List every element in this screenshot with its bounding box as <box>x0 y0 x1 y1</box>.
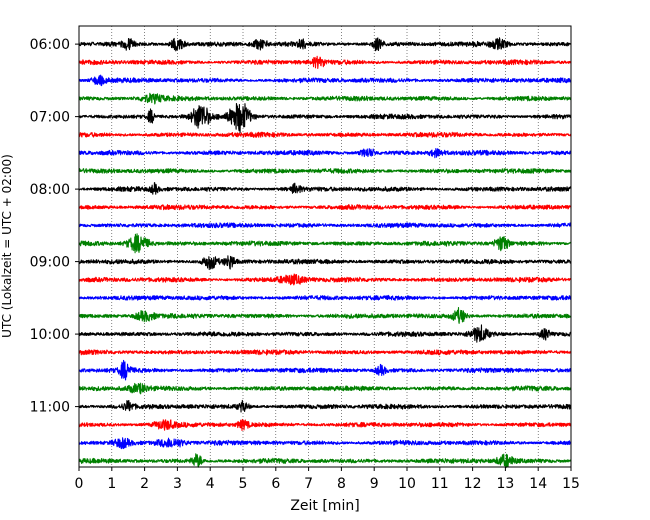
x-tick-label: 0 <box>75 476 84 492</box>
x-tick-label: 6 <box>271 476 280 492</box>
x-tick-label: 14 <box>529 476 547 492</box>
trace-line <box>78 55 572 70</box>
y-tick-label: 08:00 <box>30 182 70 198</box>
trace-line <box>78 131 572 138</box>
x-tick-label: 12 <box>464 476 482 492</box>
trace-line <box>78 92 572 105</box>
x-tick-label: 8 <box>337 476 346 492</box>
trace-line <box>78 382 572 395</box>
trace-line <box>78 102 572 134</box>
trace-line <box>78 273 572 286</box>
trace-line <box>78 182 572 195</box>
y-tick-label: 10:00 <box>30 327 70 343</box>
plot-frame <box>78 25 572 468</box>
x-tick-label: 10 <box>398 476 416 492</box>
y-tick-label: 07:00 <box>30 110 70 126</box>
x-tick-label: 13 <box>496 476 514 492</box>
x-tick-label: 11 <box>431 476 449 492</box>
trace-line <box>78 349 572 356</box>
trace-line <box>78 359 572 381</box>
x-tick-label: 4 <box>206 476 215 492</box>
x-tick-label: 5 <box>239 476 248 492</box>
x-tick-label: 9 <box>370 476 379 492</box>
trace-line <box>78 294 572 301</box>
trace-line <box>78 222 572 229</box>
x-axis-label: Zeit [min] <box>290 498 359 514</box>
trace-line <box>78 418 572 432</box>
trace-line <box>78 324 572 343</box>
trace-line <box>78 399 572 413</box>
x-tick-label: 2 <box>140 476 149 492</box>
trace-line <box>78 437 572 450</box>
x-tick-label: 7 <box>304 476 313 492</box>
seismogram-traces <box>78 37 572 469</box>
trace-line <box>78 204 572 211</box>
y-tick-label: 11:00 <box>30 400 70 416</box>
trace-line <box>78 37 572 52</box>
trace-line <box>78 74 572 87</box>
x-axis-ticks: 0 1 2 3 4 5 6 7 8 9 10 11 12 13 14 15 <box>75 467 580 492</box>
trace-line <box>78 147 572 159</box>
x-tick-label: 3 <box>173 476 182 492</box>
trace-line <box>78 255 572 271</box>
trace-line <box>78 233 572 254</box>
x-tick-label: 15 <box>562 476 580 492</box>
y-tick-label: 06:00 <box>30 37 70 53</box>
x-tick-label: 1 <box>107 476 116 492</box>
trace-line <box>78 168 572 174</box>
trace-line <box>78 306 572 324</box>
y-tick-label: 09:00 <box>30 255 70 271</box>
y-axis-label: UTC (Lokalzeit = UTC + 02:00) <box>0 154 14 338</box>
y-axis-ticks: 06:00 07:00 08:00 09:00 10:00 11:00 <box>30 37 79 416</box>
trace-line <box>78 453 572 469</box>
